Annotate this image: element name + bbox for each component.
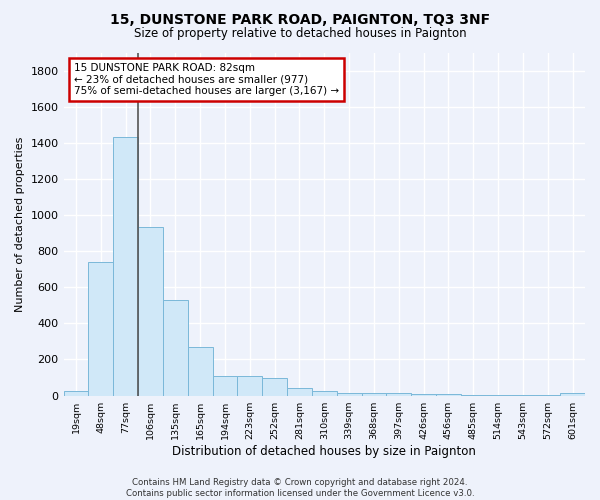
Bar	[64, 391, 88, 396]
Bar	[461, 394, 485, 396]
Bar	[163, 300, 188, 396]
Text: Contains HM Land Registry data © Crown copyright and database right 2024.
Contai: Contains HM Land Registry data © Crown c…	[125, 478, 475, 498]
Bar	[262, 378, 287, 396]
Bar	[212, 376, 238, 396]
Bar	[138, 227, 163, 396]
Bar	[113, 138, 138, 396]
Bar	[287, 388, 312, 396]
X-axis label: Distribution of detached houses by size in Paignton: Distribution of detached houses by size …	[172, 444, 476, 458]
Bar	[238, 376, 262, 396]
Bar	[88, 262, 113, 396]
Bar	[188, 347, 212, 396]
Bar	[411, 394, 436, 396]
Text: 15, DUNSTONE PARK ROAD, PAIGNTON, TQ3 3NF: 15, DUNSTONE PARK ROAD, PAIGNTON, TQ3 3N…	[110, 12, 490, 26]
Y-axis label: Number of detached properties: Number of detached properties	[15, 136, 25, 312]
Text: Size of property relative to detached houses in Paignton: Size of property relative to detached ho…	[134, 28, 466, 40]
Bar	[436, 394, 461, 396]
Bar	[386, 394, 411, 396]
Bar	[337, 393, 362, 396]
Bar	[312, 391, 337, 396]
Bar	[511, 395, 535, 396]
Text: 15 DUNSTONE PARK ROAD: 82sqm
← 23% of detached houses are smaller (977)
75% of s: 15 DUNSTONE PARK ROAD: 82sqm ← 23% of de…	[74, 63, 339, 96]
Bar	[485, 394, 511, 396]
Bar	[560, 394, 585, 396]
Bar	[362, 393, 386, 396]
